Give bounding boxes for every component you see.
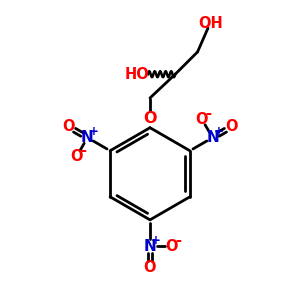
Text: -: -	[175, 233, 181, 248]
Text: O: O	[144, 260, 156, 275]
Text: O: O	[165, 238, 178, 253]
Text: +: +	[151, 234, 161, 247]
Text: N: N	[144, 238, 156, 253]
Text: O: O	[143, 111, 157, 126]
Text: N: N	[206, 130, 219, 145]
Text: O: O	[70, 149, 83, 164]
Text: O: O	[63, 119, 75, 134]
Text: HO: HO	[124, 67, 149, 82]
Text: -: -	[206, 106, 212, 121]
Text: O: O	[196, 112, 208, 127]
Text: +: +	[214, 125, 224, 138]
Text: O: O	[225, 119, 237, 134]
Text: N: N	[81, 130, 94, 145]
Text: +: +	[88, 125, 98, 138]
Text: -: -	[80, 143, 86, 158]
Text: OH: OH	[199, 16, 223, 31]
